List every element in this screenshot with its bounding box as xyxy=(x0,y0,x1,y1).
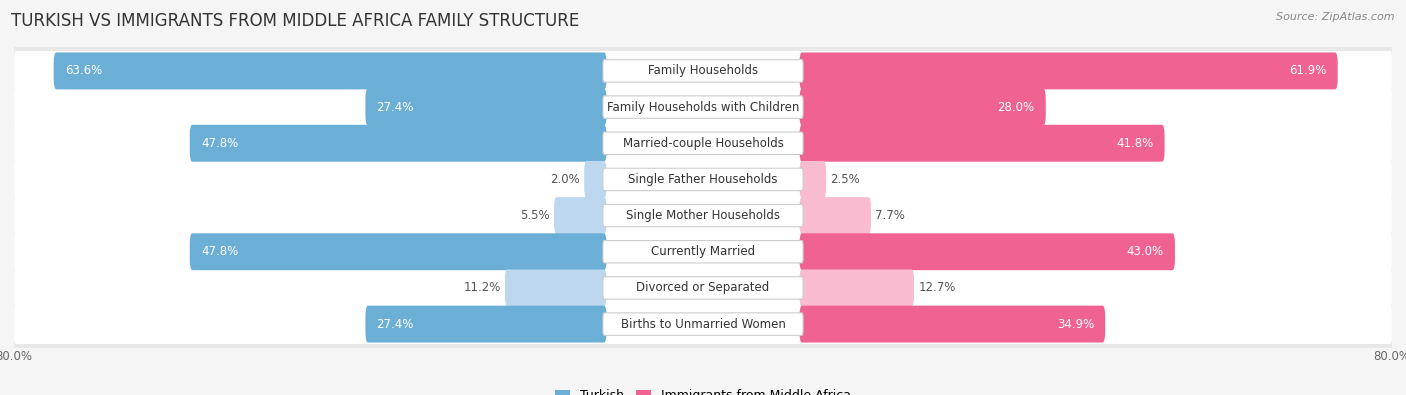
FancyBboxPatch shape xyxy=(603,168,803,191)
FancyBboxPatch shape xyxy=(14,87,1392,127)
FancyBboxPatch shape xyxy=(583,161,606,198)
FancyBboxPatch shape xyxy=(603,60,803,82)
FancyBboxPatch shape xyxy=(14,51,1392,91)
FancyBboxPatch shape xyxy=(366,88,606,126)
Text: Births to Unmarried Women: Births to Unmarried Women xyxy=(620,318,786,331)
Text: 12.7%: 12.7% xyxy=(918,281,956,294)
FancyBboxPatch shape xyxy=(603,241,803,263)
FancyBboxPatch shape xyxy=(554,197,606,234)
FancyBboxPatch shape xyxy=(800,88,1046,126)
FancyBboxPatch shape xyxy=(603,132,803,154)
FancyBboxPatch shape xyxy=(14,160,1392,199)
FancyBboxPatch shape xyxy=(7,154,1399,204)
FancyBboxPatch shape xyxy=(7,82,1399,132)
FancyBboxPatch shape xyxy=(14,232,1392,272)
FancyBboxPatch shape xyxy=(14,304,1392,344)
Text: 43.0%: 43.0% xyxy=(1126,245,1164,258)
FancyBboxPatch shape xyxy=(14,123,1392,163)
FancyBboxPatch shape xyxy=(800,306,1105,342)
Text: 47.8%: 47.8% xyxy=(201,137,238,150)
FancyBboxPatch shape xyxy=(190,233,606,270)
FancyBboxPatch shape xyxy=(800,53,1337,89)
Text: Divorced or Separated: Divorced or Separated xyxy=(637,281,769,294)
Text: 47.8%: 47.8% xyxy=(201,245,238,258)
Text: 63.6%: 63.6% xyxy=(65,64,103,77)
Text: 2.0%: 2.0% xyxy=(550,173,579,186)
FancyBboxPatch shape xyxy=(7,118,1399,168)
FancyBboxPatch shape xyxy=(7,263,1399,313)
FancyBboxPatch shape xyxy=(14,268,1392,308)
FancyBboxPatch shape xyxy=(603,313,803,335)
Text: Source: ZipAtlas.com: Source: ZipAtlas.com xyxy=(1277,12,1395,22)
FancyBboxPatch shape xyxy=(7,299,1399,349)
Text: Married-couple Households: Married-couple Households xyxy=(623,137,783,150)
Text: 34.9%: 34.9% xyxy=(1057,318,1094,331)
FancyBboxPatch shape xyxy=(7,191,1399,241)
Text: 28.0%: 28.0% xyxy=(997,101,1035,114)
Text: 5.5%: 5.5% xyxy=(520,209,550,222)
Text: 27.4%: 27.4% xyxy=(377,318,413,331)
FancyBboxPatch shape xyxy=(800,125,1164,162)
FancyBboxPatch shape xyxy=(603,204,803,227)
Text: Family Households: Family Households xyxy=(648,64,758,77)
FancyBboxPatch shape xyxy=(14,196,1392,235)
Text: 41.8%: 41.8% xyxy=(1116,137,1153,150)
Text: 7.7%: 7.7% xyxy=(875,209,905,222)
Text: Single Mother Households: Single Mother Households xyxy=(626,209,780,222)
Text: 27.4%: 27.4% xyxy=(377,101,413,114)
Text: TURKISH VS IMMIGRANTS FROM MIDDLE AFRICA FAMILY STRUCTURE: TURKISH VS IMMIGRANTS FROM MIDDLE AFRICA… xyxy=(11,12,579,30)
FancyBboxPatch shape xyxy=(800,161,827,198)
FancyBboxPatch shape xyxy=(7,46,1399,96)
FancyBboxPatch shape xyxy=(7,227,1399,277)
FancyBboxPatch shape xyxy=(800,233,1175,270)
Text: Single Father Households: Single Father Households xyxy=(628,173,778,186)
FancyBboxPatch shape xyxy=(505,269,606,307)
FancyBboxPatch shape xyxy=(53,53,606,89)
FancyBboxPatch shape xyxy=(190,125,606,162)
FancyBboxPatch shape xyxy=(603,96,803,118)
Text: Currently Married: Currently Married xyxy=(651,245,755,258)
FancyBboxPatch shape xyxy=(603,277,803,299)
Text: 61.9%: 61.9% xyxy=(1289,64,1326,77)
FancyBboxPatch shape xyxy=(366,306,606,342)
FancyBboxPatch shape xyxy=(800,269,914,307)
FancyBboxPatch shape xyxy=(800,197,870,234)
Text: Family Households with Children: Family Households with Children xyxy=(607,101,799,114)
Text: 2.5%: 2.5% xyxy=(831,173,860,186)
Legend: Turkish, Immigrants from Middle Africa: Turkish, Immigrants from Middle Africa xyxy=(550,384,856,395)
Text: 11.2%: 11.2% xyxy=(463,281,501,294)
